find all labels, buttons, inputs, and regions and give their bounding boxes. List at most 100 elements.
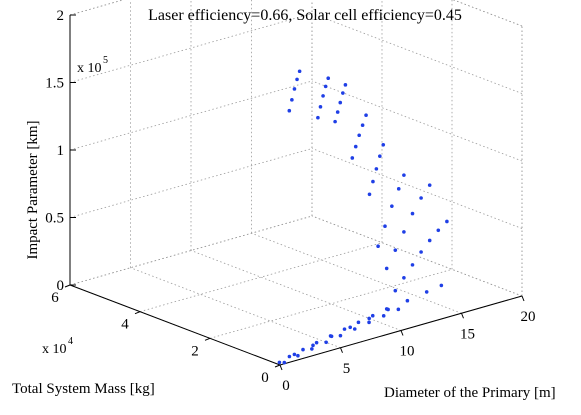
x-tick-mark bbox=[279, 364, 283, 371]
data-point bbox=[282, 360, 287, 365]
data-point bbox=[352, 327, 357, 331]
data-point bbox=[405, 298, 410, 303]
x-axis-label: Diameter of the Primary [m] bbox=[384, 385, 556, 401]
data-point bbox=[314, 340, 319, 345]
data-point bbox=[427, 238, 432, 243]
data-point bbox=[318, 105, 323, 109]
x-tick-label: 20 bbox=[521, 309, 536, 325]
data-point bbox=[410, 211, 415, 216]
data-point bbox=[367, 192, 372, 197]
x-tick-mark bbox=[461, 313, 464, 319]
data-point bbox=[364, 113, 368, 118]
data-point bbox=[360, 123, 365, 128]
axes-layer bbox=[64, 14, 525, 371]
z-tick-label: 0.5 bbox=[45, 211, 64, 227]
grid-line-floor-x bbox=[190, 250, 402, 331]
z-tick-label: 2 bbox=[57, 8, 65, 24]
data-point bbox=[356, 320, 361, 325]
y-tick-label: 0 bbox=[261, 370, 269, 386]
data-point bbox=[370, 313, 375, 318]
data-point bbox=[335, 110, 340, 114]
data-point bbox=[381, 142, 386, 147]
x-tick-mark bbox=[340, 347, 343, 353]
z-axis-label: Impact Parameter [km] bbox=[25, 120, 41, 259]
y-multiplier-exponent: 4 bbox=[68, 336, 73, 347]
data-point bbox=[390, 204, 394, 208]
data-point bbox=[402, 230, 406, 234]
data-point bbox=[424, 290, 429, 294]
chart-title: Laser efficiency=0.66, Solar cell effici… bbox=[148, 7, 462, 24]
data-point bbox=[410, 263, 415, 267]
y-tick-mark bbox=[274, 364, 281, 368]
grid-line-sidewall-z bbox=[311, 13, 523, 94]
y-tick-mark bbox=[134, 311, 141, 315]
x-tick-label: 15 bbox=[460, 326, 475, 342]
z-tick-label: 1.5 bbox=[45, 76, 64, 92]
data-point bbox=[419, 250, 423, 254]
data-point bbox=[292, 352, 297, 357]
data-point bbox=[287, 108, 292, 113]
data-point bbox=[439, 283, 444, 288]
y-multiplier-base: x 10 bbox=[42, 342, 67, 357]
data-point bbox=[343, 83, 348, 87]
y-tick-mark bbox=[64, 284, 71, 288]
y-axis-line bbox=[69, 284, 281, 366]
data-point bbox=[326, 76, 331, 81]
z-multiplier: x 10 5 bbox=[77, 55, 108, 76]
data-point bbox=[295, 77, 299, 82]
data-point bbox=[341, 91, 345, 95]
data-point bbox=[367, 320, 371, 325]
data-point bbox=[333, 119, 337, 124]
data-point bbox=[350, 156, 355, 160]
x-tick-mark bbox=[521, 295, 525, 302]
data-point bbox=[301, 347, 305, 352]
z-tick-label: 1 bbox=[57, 143, 65, 159]
data-point bbox=[292, 87, 297, 91]
data-point bbox=[338, 333, 343, 338]
data-point bbox=[396, 187, 401, 191]
data-point bbox=[386, 307, 390, 312]
data-point bbox=[324, 340, 328, 345]
data-point bbox=[393, 288, 398, 293]
data-point bbox=[329, 334, 334, 339]
grid-line-sidewall-z bbox=[311, 215, 523, 297]
x-tick-label: 10 bbox=[400, 344, 415, 360]
data-point bbox=[384, 266, 389, 271]
grid-line-floor-x bbox=[251, 232, 462, 314]
z-tick-label: 0 bbox=[57, 278, 65, 294]
data-point bbox=[321, 94, 325, 98]
data-point bbox=[445, 219, 449, 224]
x-tick-mark bbox=[400, 330, 404, 336]
z-multiplier-base: x 10 bbox=[77, 61, 102, 76]
data-point bbox=[353, 144, 358, 149]
data-point bbox=[402, 275, 406, 280]
x-tick-label: 0 bbox=[282, 378, 290, 394]
data-point bbox=[357, 133, 361, 138]
z-multiplier-exponent: 5 bbox=[103, 55, 108, 66]
data-points-layer bbox=[277, 69, 449, 365]
y-tick-label: 2 bbox=[191, 343, 199, 359]
data-point bbox=[316, 115, 320, 120]
data-point bbox=[277, 360, 282, 365]
data-point bbox=[338, 100, 343, 105]
data-point bbox=[378, 154, 382, 158]
data-point bbox=[396, 307, 401, 312]
data-point bbox=[367, 316, 371, 321]
box-edge-top-side bbox=[452, 0, 523, 27]
data-point bbox=[297, 69, 302, 74]
data-point bbox=[402, 173, 406, 177]
data-point bbox=[311, 343, 315, 348]
data-point bbox=[323, 84, 328, 89]
data-point bbox=[383, 224, 387, 228]
x-tick-label: 5 bbox=[343, 361, 351, 377]
data-point bbox=[287, 354, 292, 359]
data-point bbox=[376, 244, 380, 249]
data-point bbox=[342, 327, 347, 331]
data-point bbox=[296, 353, 300, 358]
data-point bbox=[419, 196, 423, 200]
y-multiplier: x 10 4 bbox=[42, 336, 73, 357]
data-point bbox=[348, 325, 353, 330]
data-point bbox=[310, 347, 314, 351]
